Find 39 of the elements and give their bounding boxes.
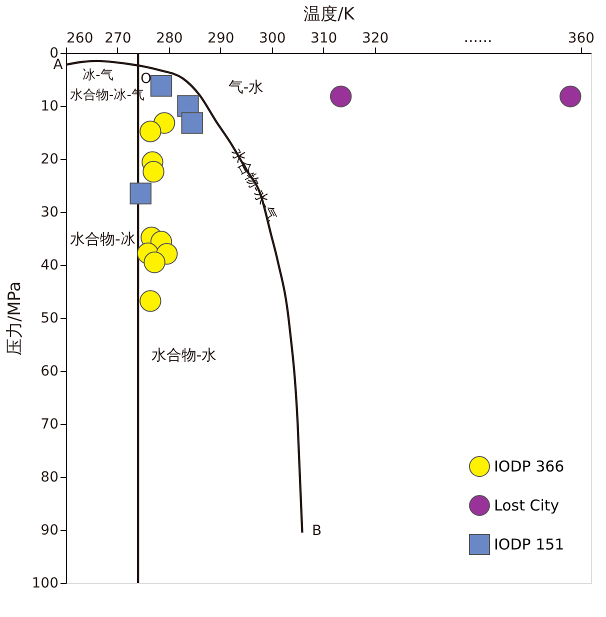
annotation: 水合物-水 [151,346,217,364]
x-tick-label: 360 [568,30,595,46]
y-tick-label: 20 [40,152,58,168]
x-tick-label: 300 [259,30,286,46]
y-tick-label: 10 [40,98,58,114]
y-tick-label: 90 [40,522,58,538]
x-tick-label: 260 [66,30,94,46]
legend-label: Lost City [494,496,560,514]
legend-label: IODP 151 [494,536,564,554]
point [560,86,582,108]
point [150,74,172,97]
x-tick-label: 290 [208,30,234,46]
legend-label: IODP 366 [494,458,564,476]
y-tick-label: 60 [40,364,58,380]
x-tick-label: 270 [104,30,132,46]
annotation: 水合物-冰 [70,230,136,248]
annotation: 冰-气 [82,68,114,83]
x-tick-label: 310 [310,30,338,46]
point [142,160,164,183]
point [140,120,162,142]
annotation: 气-水 [228,78,264,96]
y-tick-label: 80 [40,470,58,486]
annotation: B [312,523,322,539]
x-tick-label: 320 [362,30,389,46]
y-axis-title: 压力/MPa [4,281,25,356]
point [130,182,152,204]
y-tick-label: 30 [40,204,58,220]
point [144,252,166,274]
x-tick-label: 280 [156,30,183,46]
y-tick-label: 50 [40,310,58,326]
point [330,86,352,108]
text: A [53,57,64,73]
point [140,290,162,312]
x-axis-title: 温度/K [304,4,356,24]
y-tick-label: 100 [32,576,58,592]
point [181,112,203,134]
text: ...... [464,28,492,46]
y-tick-label: 40 [40,258,58,274]
y-tick-label: 70 [40,416,58,432]
